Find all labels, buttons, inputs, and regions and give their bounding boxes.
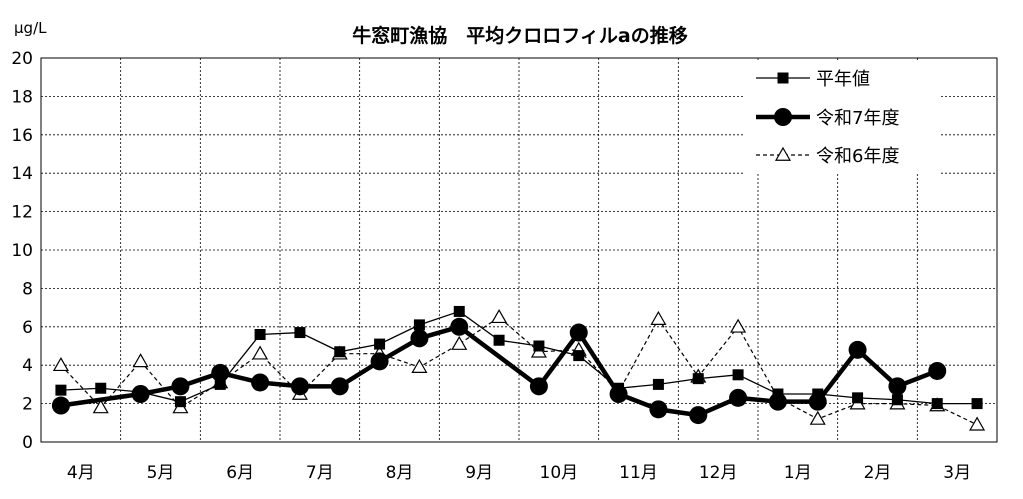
series-1 xyxy=(51,317,947,425)
legend-item: 令和7年度 xyxy=(756,108,899,129)
data-point xyxy=(95,382,107,394)
data-point xyxy=(55,384,67,396)
data-point xyxy=(852,392,864,404)
data-point xyxy=(131,385,150,403)
x-tick-label: 3月 xyxy=(943,463,971,483)
data-point xyxy=(493,334,505,346)
x-tick-label: 7月 xyxy=(306,463,334,483)
data-point xyxy=(174,396,186,408)
data-point xyxy=(211,363,230,382)
data-point xyxy=(848,340,867,359)
y-tick-label: 16 xyxy=(11,126,33,146)
data-point xyxy=(609,385,628,403)
data-point xyxy=(254,328,266,340)
data-point xyxy=(891,394,903,406)
data-point xyxy=(411,358,428,373)
chart-title: 牛窓町漁協 平均クロロフィルaの推移 xyxy=(352,24,687,47)
data-point xyxy=(971,398,983,410)
legend-label: 令和7年度 xyxy=(816,108,899,129)
data-point xyxy=(729,388,748,407)
data-point xyxy=(649,400,668,419)
data-point xyxy=(52,356,69,372)
data-point xyxy=(569,323,588,342)
data-point xyxy=(732,369,744,381)
y-tick-label: 8 xyxy=(22,279,33,299)
x-tick-label: 11月 xyxy=(619,463,658,483)
data-point xyxy=(491,308,508,324)
legend-label: 平年値 xyxy=(816,69,870,90)
data-point xyxy=(931,398,943,410)
legend-marker xyxy=(777,72,789,84)
data-point xyxy=(132,353,149,368)
data-point xyxy=(51,396,70,415)
data-point xyxy=(413,319,425,331)
data-point xyxy=(453,305,465,317)
data-point xyxy=(92,399,109,414)
data-point xyxy=(928,361,947,380)
data-point xyxy=(330,377,349,396)
data-point xyxy=(290,377,309,396)
y-tick-label: 6 xyxy=(22,318,33,338)
data-point xyxy=(692,373,704,385)
data-point xyxy=(768,392,787,411)
x-tick-label: 8月 xyxy=(386,463,414,483)
y-tick-label: 12 xyxy=(11,203,33,223)
data-point xyxy=(374,338,386,350)
data-point xyxy=(888,377,907,396)
y-tick-label: 18 xyxy=(11,87,33,107)
y-tick-label: 2 xyxy=(22,395,33,415)
data-point xyxy=(171,377,190,396)
x-tick-label: 5月 xyxy=(147,463,175,483)
y-tick-label: 4 xyxy=(22,356,33,376)
data-point xyxy=(969,416,986,431)
legend-marker xyxy=(774,146,792,161)
data-point xyxy=(252,345,269,360)
legend-item: 令和6年度 xyxy=(756,146,899,167)
data-point xyxy=(650,310,667,325)
y-tick-label: 14 xyxy=(11,164,33,184)
data-point xyxy=(809,410,826,425)
data-point xyxy=(808,392,827,411)
y-unit-label: μg/L xyxy=(14,19,47,37)
x-tick-label: 9月 xyxy=(465,463,493,483)
data-point xyxy=(730,318,747,333)
data-point xyxy=(214,378,226,390)
data-point xyxy=(334,346,346,358)
data-point xyxy=(529,377,548,396)
legend-label: 令和6年度 xyxy=(816,146,899,167)
x-tick-label: 2月 xyxy=(864,463,892,483)
data-point xyxy=(451,335,468,350)
data-point xyxy=(410,329,429,348)
y-tick-label: 0 xyxy=(22,433,33,453)
data-point xyxy=(689,406,708,425)
data-point xyxy=(370,352,389,371)
legend-marker xyxy=(774,108,792,126)
legend-item: 平年値 xyxy=(756,69,870,90)
x-tick-label: 4月 xyxy=(67,463,95,483)
data-point xyxy=(533,340,545,352)
y-tick-label: 20 xyxy=(11,49,33,69)
data-point xyxy=(652,378,664,390)
data-point xyxy=(450,317,469,336)
data-point xyxy=(573,350,585,362)
x-tick-label: 12月 xyxy=(699,463,738,483)
x-tick-label: 10月 xyxy=(540,463,579,483)
data-point xyxy=(251,373,270,392)
data-point xyxy=(294,327,306,339)
x-tick-label: 1月 xyxy=(784,463,812,483)
x-tick-label: 6月 xyxy=(226,463,254,483)
y-tick-label: 10 xyxy=(11,241,33,261)
